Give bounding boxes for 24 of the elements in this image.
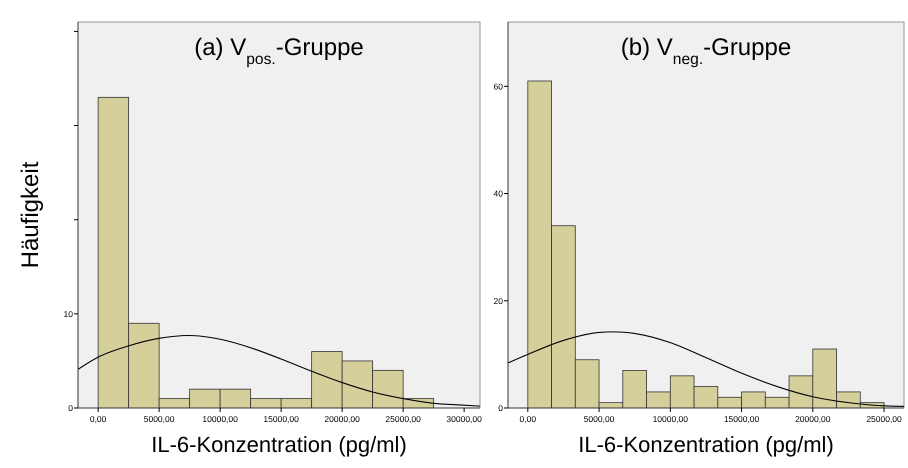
x-tick-label: 5000,00 [584, 414, 615, 424]
x-tick-label: 25000,00 [866, 414, 902, 424]
y-tick-label: 10 [64, 308, 74, 319]
y-axis-title: Häufigkeit [17, 161, 44, 268]
x-tick-label: 0,00 [520, 414, 536, 424]
x-tick-label: 20000,00 [795, 414, 831, 424]
text: (b) V$_{neg.}$-Gruppe [620, 34, 792, 68]
x-axis-title: IL-6-Konzentration (pg/ml) [151, 432, 407, 457]
text: (a) V$_{pos.}$-Gruppe [194, 34, 364, 68]
y-tick-label: 0 [498, 403, 504, 413]
x-tick-label: 30000,00 [446, 414, 482, 424]
x-tick-label: 20000,00 [324, 414, 360, 424]
y-tick-label: 0 [68, 403, 74, 413]
x-tick-label: 5000,00 [144, 414, 175, 424]
y-tick-label: 40 [494, 188, 504, 199]
x-axis-title: IL-6-Konzentration (pg/ml) [578, 432, 834, 457]
x-tick-label: 25000,00 [385, 414, 422, 424]
x-tick-label: 15000,00 [724, 414, 760, 424]
x-tick-label: 15000,00 [263, 414, 300, 424]
x-tick-label: 10000,00 [652, 414, 688, 424]
y-tick-label: 20 [494, 296, 504, 306]
y-tick-label: 60 [494, 81, 504, 92]
x-tick-label: 0,00 [90, 414, 107, 424]
x-tick-label: 10000,00 [202, 414, 238, 424]
